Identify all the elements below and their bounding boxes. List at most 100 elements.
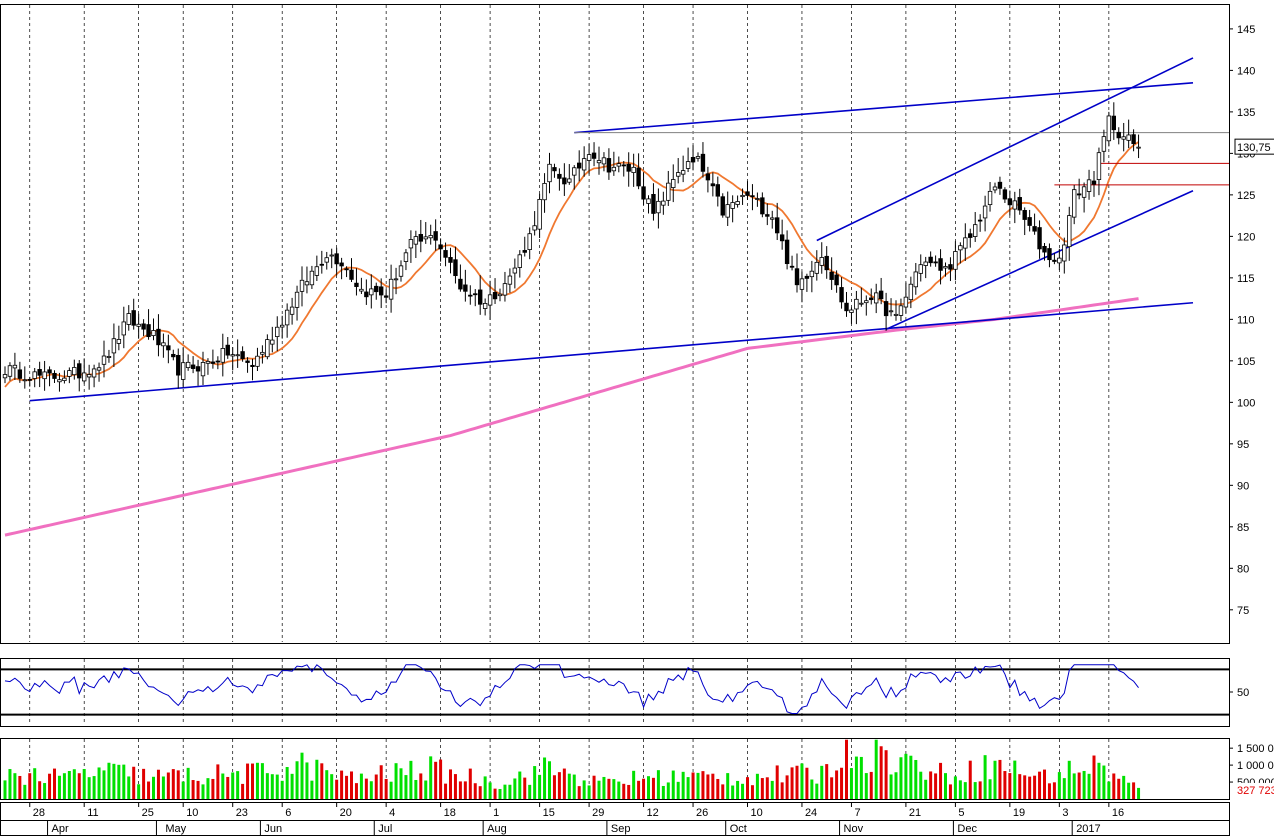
candle-body — [883, 301, 889, 317]
candle-body — [869, 297, 874, 301]
volume-bar — [92, 776, 96, 799]
candle-body — [557, 173, 562, 179]
candle-body — [502, 283, 508, 296]
volume-bar — [13, 773, 17, 799]
volume-bar — [57, 775, 61, 799]
volume-bar — [251, 763, 254, 799]
volume-bar — [132, 766, 136, 799]
candle-body — [1062, 244, 1067, 262]
last-price-label: 130,75 — [1237, 142, 1271, 154]
day-label: 7 — [854, 807, 860, 819]
candle-body — [82, 372, 87, 382]
volume-bar — [746, 777, 749, 799]
volume-bar — [726, 773, 730, 799]
day-label: 19 — [1013, 807, 1025, 819]
candle-body — [240, 351, 245, 360]
candle-body — [190, 364, 196, 369]
candle-body — [973, 224, 978, 237]
candle-body — [1101, 136, 1107, 152]
volume-bar — [389, 781, 393, 799]
candle-body — [661, 200, 666, 206]
candle-body — [1057, 257, 1062, 264]
candle-body — [1111, 115, 1116, 131]
day-label: 16 — [1112, 807, 1124, 819]
candle-body — [279, 324, 285, 328]
candle-body — [562, 177, 567, 185]
volume-bar — [627, 784, 631, 799]
month-label: Oct — [730, 823, 747, 835]
candle-body — [601, 157, 607, 165]
volume-bar — [246, 763, 250, 799]
volume-bar — [1023, 775, 1027, 799]
volume-bar — [191, 780, 195, 799]
volume-bar — [567, 773, 571, 799]
candle-body — [96, 367, 102, 371]
candle-body — [413, 236, 419, 245]
volume-bar — [186, 767, 190, 799]
volume-bar — [914, 759, 918, 799]
candle-body — [779, 234, 785, 242]
volume-tick-label: 1 500 0 — [1237, 743, 1274, 755]
candle-body — [463, 284, 468, 292]
volume-bar — [1057, 772, 1061, 799]
candle-body — [680, 170, 686, 175]
volume-bar — [622, 783, 626, 799]
candle-body — [121, 321, 126, 336]
day-label: 4 — [389, 807, 395, 819]
day-label: 3 — [1062, 807, 1068, 819]
candle-body — [859, 302, 864, 305]
volume-bar — [528, 784, 532, 799]
month-label: Jun — [264, 823, 282, 835]
candle-body — [383, 295, 389, 298]
candle-body — [765, 214, 770, 217]
candle-body — [374, 285, 379, 293]
volume-bar — [1038, 771, 1042, 799]
volume-bar — [934, 773, 938, 799]
candle-body — [666, 182, 671, 201]
volume-bar — [211, 778, 215, 799]
volume-bar — [973, 782, 977, 799]
volume-bar — [691, 772, 695, 799]
candle-body — [626, 163, 631, 172]
day-label: 10 — [751, 807, 763, 819]
candle-body — [532, 225, 537, 231]
candle-body — [804, 275, 810, 279]
volume-bar — [320, 763, 324, 799]
volume-bar — [255, 762, 259, 799]
candle-body — [864, 300, 869, 304]
volume-bar — [265, 773, 269, 799]
volume-bar — [478, 786, 482, 799]
volume-bar — [1077, 772, 1081, 799]
volume-bar — [617, 781, 621, 799]
candle-body — [908, 283, 914, 301]
candle-body — [324, 257, 329, 263]
candle-body — [903, 296, 909, 308]
candle-body — [735, 201, 740, 205]
volume-bar — [1127, 782, 1131, 799]
volume-bar — [770, 780, 774, 799]
candle-body — [874, 292, 879, 304]
volume-bar — [434, 761, 438, 799]
candle-body — [428, 235, 433, 239]
candle-body — [418, 233, 423, 242]
volume-bar — [909, 755, 913, 799]
candle-body — [309, 270, 315, 286]
candle-body — [809, 270, 815, 278]
candle-body — [888, 310, 894, 313]
volume-bar — [147, 781, 151, 799]
volume-bar — [414, 779, 418, 799]
volume-bar — [592, 775, 596, 799]
volume-bar — [513, 778, 517, 799]
candle-body — [86, 374, 92, 378]
candle-body — [641, 186, 646, 200]
volume-bar — [671, 770, 675, 799]
volume-bar — [731, 785, 735, 799]
volume-bar — [359, 773, 363, 799]
candle-body — [656, 200, 661, 214]
candle-body — [982, 205, 988, 219]
volume-bar — [815, 783, 819, 799]
volume-bar — [845, 739, 848, 799]
candle-body — [27, 378, 32, 381]
candle-body — [77, 363, 82, 379]
volume-bar — [859, 756, 863, 799]
